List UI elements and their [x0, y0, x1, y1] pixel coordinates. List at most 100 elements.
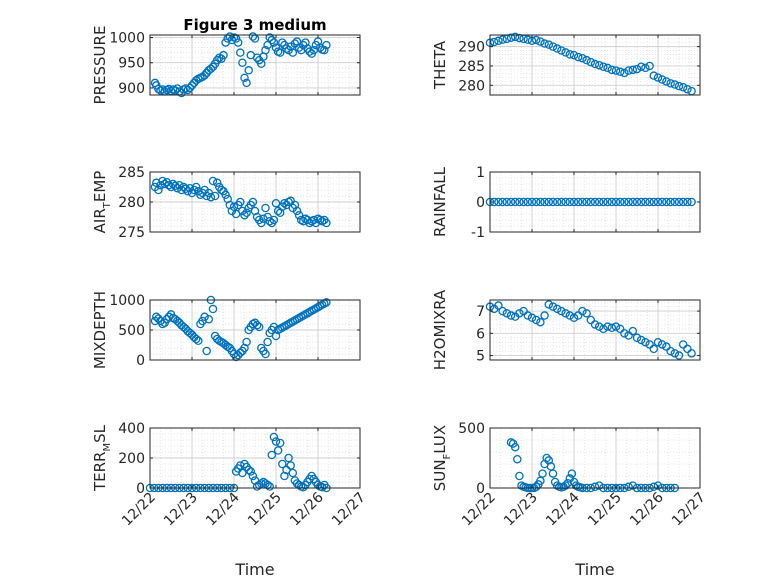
x-tick-label: 12/25	[585, 490, 625, 530]
data-point	[320, 45, 329, 55]
y-axis-label: THETA	[431, 40, 449, 90]
data-point	[261, 45, 270, 55]
data-point	[527, 197, 537, 207]
y-tick-label: 275	[118, 225, 145, 241]
y-tick-label: -1	[471, 225, 485, 241]
data-point	[594, 481, 604, 490]
data-point	[632, 64, 642, 74]
data-point	[191, 76, 201, 85]
data-point	[185, 83, 195, 93]
subplot-4: -1 0 1 RAINFALL	[431, 165, 701, 241]
data-point	[683, 344, 692, 354]
data-point	[510, 197, 520, 207]
y-tick-label: 200	[118, 451, 145, 467]
data-point	[236, 348, 245, 358]
data-point	[252, 320, 262, 330]
x-tick-label: 12/24	[543, 489, 583, 529]
data-point	[515, 197, 524, 207]
data-point	[599, 324, 608, 334]
y-tick-label: 0	[136, 353, 145, 369]
data-point	[265, 482, 274, 491]
data-point	[653, 197, 663, 207]
data-point	[687, 349, 696, 358]
y-axis-label: MIXDEPTH	[91, 291, 109, 369]
figure-title: Figure 3 medium	[183, 16, 326, 34]
data-point	[523, 197, 533, 207]
data-point	[645, 340, 654, 349]
data-point	[649, 71, 659, 80]
data-point	[286, 461, 295, 470]
data-point	[502, 197, 512, 207]
data-point	[653, 337, 663, 347]
data-point	[615, 67, 625, 77]
data-point	[200, 71, 209, 80]
data-point	[540, 39, 549, 48]
y-tick-label: 400	[118, 421, 145, 437]
data-point	[519, 197, 528, 207]
data-point	[269, 38, 279, 47]
data-point	[265, 33, 274, 42]
data-point	[567, 469, 577, 478]
data-point	[510, 32, 520, 42]
data-point	[582, 309, 591, 318]
data-point	[628, 65, 638, 75]
axes-box	[149, 34, 361, 96]
data-point	[263, 337, 272, 347]
y-axis-label: TERRMSL	[91, 424, 113, 492]
data-point	[607, 197, 617, 207]
data-point	[594, 197, 604, 207]
data-point	[557, 306, 566, 316]
data-point	[252, 53, 262, 62]
x-tick-label: 12/26	[287, 489, 327, 529]
data-point	[674, 197, 684, 207]
data-point	[678, 340, 688, 349]
data-point	[248, 32, 258, 41]
data-markers	[485, 197, 696, 207]
data-point	[607, 65, 617, 75]
y-tick-label: 500	[118, 323, 145, 339]
data-point	[515, 309, 524, 318]
data-point	[657, 75, 667, 84]
data-point	[641, 63, 650, 73]
data-point	[498, 306, 507, 316]
data-point	[194, 336, 203, 346]
x-tick-label: 12/24	[203, 489, 243, 529]
data-point	[242, 78, 251, 88]
data-point	[261, 349, 270, 359]
data-point	[191, 334, 201, 344]
data-point	[615, 197, 625, 207]
data-point	[649, 344, 659, 354]
data-point	[540, 197, 549, 207]
data-point	[271, 198, 281, 208]
data-markers	[145, 432, 331, 493]
data-point	[513, 454, 522, 464]
data-point	[544, 40, 554, 49]
data-point	[548, 42, 558, 51]
data-point	[536, 37, 545, 46]
data-point	[498, 35, 507, 44]
data-point	[288, 468, 298, 478]
data-point	[202, 346, 211, 356]
data-point	[582, 55, 591, 65]
data-point	[267, 450, 277, 460]
data-point	[683, 84, 692, 94]
subplot-6: 5 6 7 H2OMIXRA	[431, 289, 701, 370]
data-point	[275, 48, 285, 57]
data-point	[561, 481, 570, 490]
data-point	[590, 197, 600, 207]
axes-box	[489, 299, 701, 361]
data-point	[628, 326, 638, 336]
y-axis-label: SUNFLUX	[431, 425, 453, 491]
data-point	[294, 480, 304, 490]
y-tick-label: 0	[476, 481, 485, 497]
data-point	[649, 197, 659, 207]
x-axis-label: Time	[574, 560, 614, 579]
data-point	[175, 180, 184, 190]
y-tick-label: 5	[476, 349, 485, 365]
data-point	[536, 197, 545, 207]
y-tick-label: 0	[136, 481, 145, 497]
data-point	[523, 35, 533, 44]
data-point	[624, 197, 633, 207]
data-point	[305, 47, 314, 56]
data-point	[206, 192, 216, 202]
